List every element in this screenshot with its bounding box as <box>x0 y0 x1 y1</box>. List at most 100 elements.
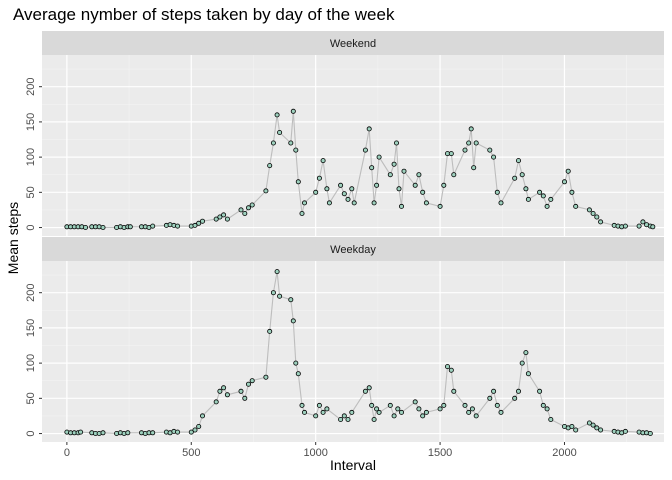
data-point <box>192 222 198 228</box>
data-point <box>565 168 571 174</box>
data-point <box>573 203 579 209</box>
data-point <box>590 422 596 428</box>
data-point <box>494 189 500 195</box>
data-point <box>391 413 397 419</box>
data-point <box>249 378 255 384</box>
data-point <box>569 423 575 429</box>
data-point <box>288 140 294 146</box>
data-point <box>548 196 554 202</box>
data-point <box>224 216 230 222</box>
data-point <box>341 191 347 197</box>
data-point <box>78 429 84 435</box>
series-line <box>66 111 653 229</box>
x-axis-title: Interval <box>330 457 376 473</box>
data-point <box>594 425 600 431</box>
data-point <box>473 413 479 419</box>
data-point <box>412 399 418 405</box>
data-point <box>293 147 299 153</box>
data-point <box>238 207 244 213</box>
data-point <box>376 409 382 415</box>
data-point <box>516 158 522 164</box>
facet-strip <box>42 237 664 261</box>
data-point <box>387 172 393 178</box>
x-tick-label: 500 <box>182 447 200 459</box>
data-point <box>196 220 202 226</box>
facet-weekday: Weekday 0 50 100 150 200 <box>25 237 664 442</box>
data-point <box>349 186 355 192</box>
data-point <box>548 416 554 422</box>
chart-title: Average nymber of steps taken by day of … <box>13 5 395 24</box>
data-point <box>245 205 251 211</box>
data-point <box>586 207 592 213</box>
data-point <box>270 290 276 296</box>
data-point <box>366 126 372 132</box>
data-point <box>369 165 375 171</box>
data-point <box>188 429 194 435</box>
data-point <box>544 406 550 412</box>
data-point <box>290 318 296 324</box>
data-point <box>224 392 230 398</box>
data-point <box>371 416 377 422</box>
data-point <box>598 427 604 433</box>
data-point <box>274 269 280 275</box>
data-point <box>263 374 269 380</box>
data-point <box>512 395 518 401</box>
data-point <box>569 189 575 195</box>
y-tick-label: 50 <box>25 392 37 404</box>
data-point <box>299 210 305 216</box>
data-point <box>636 223 642 229</box>
data-point <box>462 147 468 153</box>
data-point <box>313 413 319 419</box>
data-point <box>594 214 600 220</box>
data-point <box>622 428 628 434</box>
facet-strip-label: Weekend <box>330 38 376 50</box>
x-tick-label: 1000 <box>303 447 327 459</box>
data-point <box>316 175 322 181</box>
data-point <box>540 402 546 408</box>
y-tick-label: 150 <box>25 113 37 131</box>
data-point <box>242 210 248 216</box>
data-point <box>516 388 522 394</box>
data-point <box>423 409 429 415</box>
data-point <box>150 430 156 436</box>
data-point <box>473 140 479 146</box>
data-point <box>270 140 276 146</box>
data-point <box>448 367 454 373</box>
data-point <box>213 399 219 405</box>
data-point <box>448 151 454 157</box>
data-point <box>468 126 474 132</box>
facet-panels: Weekend 0 50 100 150 200 Weekday 0 50 100 150 200 <box>25 31 664 442</box>
data-point <box>290 108 296 114</box>
data-point <box>263 188 269 194</box>
data-point <box>338 182 344 188</box>
data-point <box>100 224 106 230</box>
data-point <box>199 413 205 419</box>
y-tick-label: 200 <box>25 78 37 96</box>
y-tick-label: 150 <box>25 319 37 337</box>
data-point <box>369 402 375 408</box>
data-point <box>498 409 504 415</box>
data-point <box>401 168 407 174</box>
data-point <box>462 402 468 408</box>
data-point <box>277 129 283 135</box>
data-point <box>196 423 202 429</box>
data-point <box>192 427 198 433</box>
data-point <box>420 189 426 195</box>
data-point <box>274 112 280 118</box>
data-point <box>647 430 653 436</box>
data-point <box>249 202 255 208</box>
data-point <box>371 200 377 206</box>
data-point <box>562 179 568 185</box>
y-tick-label: 100 <box>25 354 37 372</box>
data-point <box>362 147 368 153</box>
x-tick-label: 2000 <box>552 447 576 459</box>
data-point <box>398 409 404 415</box>
data-point <box>125 430 131 436</box>
x-axis: 0 500 1000 1500 2000 <box>64 442 577 459</box>
data-point <box>341 413 347 419</box>
data-point <box>537 189 543 195</box>
facet-weekend: Weekend 0 50 100 150 200 <box>25 31 664 236</box>
data-point <box>288 297 294 303</box>
facet-strip <box>42 31 664 55</box>
data-point <box>199 218 205 224</box>
